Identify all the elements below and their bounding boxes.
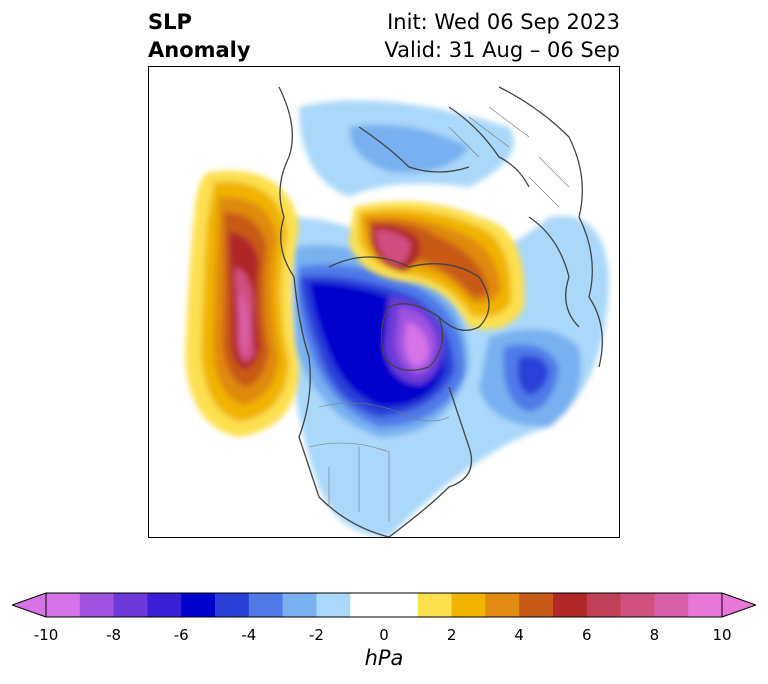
colorbar-cell	[451, 593, 486, 617]
colorbar-cell	[620, 593, 655, 617]
colorbar-cell	[350, 593, 385, 617]
colorbar-tick-label: -10	[33, 626, 59, 644]
colorbar-tick-label: -8	[106, 626, 122, 644]
map-title: SLP Anomaly	[148, 8, 251, 64]
colorbar-cell	[553, 593, 588, 617]
colorbar-cell	[384, 593, 419, 617]
colorbar-min-arrow	[12, 592, 47, 618]
colorbar-cell	[215, 593, 250, 617]
colorbar-cell	[417, 593, 453, 617]
title-line-1: SLP	[148, 10, 192, 34]
colorbar-max-arrow	[721, 592, 756, 618]
anomaly-map	[185, 86, 609, 537]
colorbar-cell	[79, 593, 115, 617]
valid-range: Valid: 31 Aug – 06 Sep	[384, 38, 620, 62]
colorbar-tick-label: 8	[649, 626, 660, 644]
colorbar-cell	[147, 593, 182, 617]
colorbar-tick-label: 4	[514, 626, 524, 644]
colorbar-tick-label: 0	[379, 626, 389, 644]
colorbar-cell	[113, 593, 148, 617]
colorbar-tick-label: 2	[446, 626, 457, 644]
continent-outlines	[278, 86, 603, 537]
colorbar-tick-label: -4	[241, 626, 257, 644]
colorbar-cell	[46, 593, 81, 617]
positive-anomaly-arctic	[349, 201, 525, 330]
colorbar-tick-label: 10	[712, 626, 732, 644]
colorbar-cell	[519, 593, 554, 617]
negative-anomaly-region	[289, 100, 609, 537]
positive-anomaly-pacific	[185, 170, 299, 437]
colorbar-cell	[282, 593, 317, 617]
title-line-2: Anomaly	[148, 38, 251, 62]
colorbar-units: hPa	[364, 646, 404, 670]
init-date: Init: Wed 06 Sep 2023	[387, 10, 620, 34]
colorbar-tick-label: -6	[173, 626, 189, 644]
colorbar-cell	[654, 593, 689, 617]
colorbar-cell	[316, 593, 351, 617]
colorbar-cell	[485, 593, 520, 617]
colorbar-tick-label: 6	[582, 626, 592, 644]
colorbar-cell	[248, 593, 284, 617]
map-panel	[148, 66, 620, 538]
colorbar-tick-label: -2	[308, 626, 324, 644]
colorbar-frame	[45, 592, 723, 618]
colorbar-cell	[688, 593, 723, 617]
border-lines	[308, 106, 570, 522]
colorbar	[12, 592, 756, 618]
map-subtitle: Init: Wed 06 Sep 2023 Valid: 31 Aug – 06…	[384, 8, 620, 64]
colorbar-cell	[181, 593, 216, 617]
colorbar-cell	[586, 593, 622, 617]
